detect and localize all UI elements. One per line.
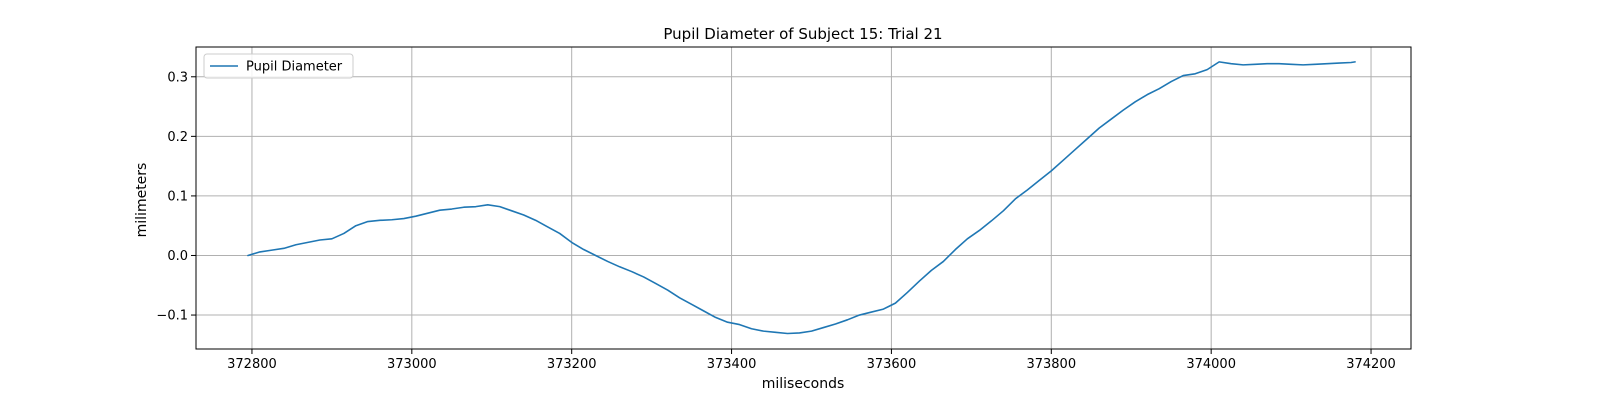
- series-group: [247, 61, 1356, 335]
- x-tick-label: 373200: [547, 357, 597, 372]
- y-tick-label: 0.2: [167, 130, 188, 145]
- y-tick-label: 0.0: [167, 249, 188, 264]
- x-axis-label: miliseconds: [762, 376, 845, 392]
- x-tick-label: 374200: [1346, 357, 1396, 372]
- chart-title: Pupil Diameter of Subject 15: Trial 21: [663, 25, 942, 43]
- x-tick-label: 373800: [1026, 357, 1076, 372]
- plot-frame: [195, 46, 1412, 350]
- x-tick-label: 373000: [387, 357, 437, 372]
- x-tick-label: 374000: [1186, 357, 1236, 372]
- y-axis: −0.1 0.0 0.1 0.2 0.3: [156, 70, 196, 324]
- x-tick-label: 373600: [867, 357, 917, 372]
- legend: Pupil Diameter: [203, 53, 354, 79]
- y-tick-label: 0.3: [167, 70, 188, 85]
- legend-label: Pupil Diameter: [246, 60, 343, 75]
- x-tick-label: 372800: [227, 357, 277, 372]
- y-tick-label: −0.1: [156, 309, 188, 324]
- x-tick-label: 373400: [707, 357, 757, 372]
- series-line-pupil-diameter: [247, 61, 1356, 335]
- x-axis: 372800 373000 373200 373400 373600 373800 3740…: [227, 349, 1396, 372]
- y-axis-label: milimeters: [134, 163, 150, 238]
- legend-box: [203, 53, 354, 79]
- grid: [196, 47, 1411, 349]
- y-tick-label: 0.1: [167, 189, 188, 204]
